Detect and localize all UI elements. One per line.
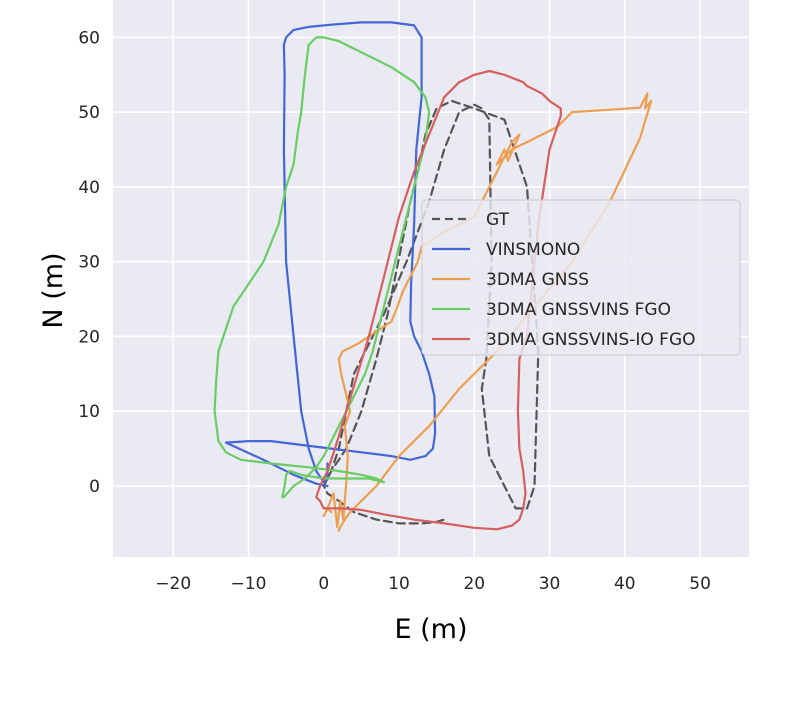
legend-label-0: GT: [486, 210, 510, 230]
x-axis-label: E (m): [394, 614, 467, 645]
legend: GT VINSMONO 3DMA GNSS 3DMA GNSSVINS FGO 3DMA…: [421, 199, 741, 356]
legend-box: [421, 199, 741, 356]
legend-label-1: VINSMONO: [486, 240, 580, 260]
legend-label-2: 3DMA GNSS: [486, 270, 589, 290]
series-line-4: [315, 69, 562, 531]
y-tick-label: 50: [78, 103, 100, 123]
legend-label-3: 3DMA GNSSVINS FGO: [486, 300, 671, 320]
x-tick-label: −10: [231, 574, 267, 594]
x-tick-label: −20: [155, 574, 191, 594]
series-line-0: [322, 99, 540, 525]
series-line-1: [224, 21, 437, 488]
x-tick-label: 50: [689, 574, 711, 594]
series-line-3: [213, 36, 431, 499]
x-tick-label: 0: [318, 574, 329, 594]
x-tick-labels: −20 −10 0 10 20 30 40 50: [155, 574, 711, 594]
y-tick-label: 30: [78, 253, 100, 273]
y-tick-label: 40: [78, 178, 100, 198]
y-tick-label: 20: [78, 327, 100, 347]
x-tick-label: 40: [614, 574, 636, 594]
y-tick-labels: 0 10 20 30 40 50 60: [78, 28, 100, 497]
y-tick-label: 10: [78, 402, 100, 422]
x-tick-label: 20: [463, 574, 485, 594]
x-tick-label: 30: [539, 574, 561, 594]
y-tick-label: 0: [89, 477, 100, 497]
y-tick-label: 60: [78, 28, 100, 48]
y-axis-label: N (m): [38, 252, 69, 328]
legend-label-4: 3DMA GNSSVINS-IO FGO: [486, 330, 696, 350]
x-tick-label: 10: [388, 574, 410, 594]
